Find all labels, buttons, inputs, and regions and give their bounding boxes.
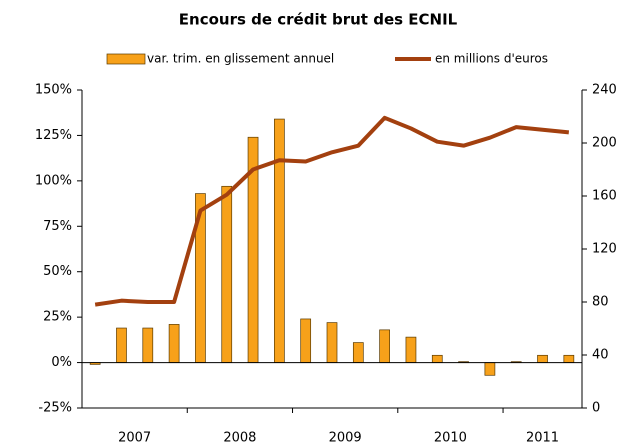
x-group-label: 2009 xyxy=(329,431,362,446)
bar xyxy=(116,327,127,363)
y2-tick-label: 80 xyxy=(592,295,609,310)
y-tick-label: 0% xyxy=(51,355,72,370)
bar xyxy=(563,354,575,363)
x-group-label: 2007 xyxy=(118,431,151,446)
y-tick-label: 100% xyxy=(35,173,72,188)
y-tick-label: -25% xyxy=(38,401,72,416)
bar xyxy=(405,336,417,363)
line xyxy=(94,115,570,307)
chart-title: Encours de crédit brut des ECNIL xyxy=(179,11,458,29)
bar xyxy=(537,354,548,363)
bar xyxy=(379,329,390,363)
y-tick-label: 125% xyxy=(35,128,72,143)
bar xyxy=(326,322,338,363)
bar xyxy=(431,354,443,363)
bar xyxy=(300,318,312,363)
bar xyxy=(484,362,496,376)
y2-tick-label: 240 xyxy=(592,83,617,98)
bar xyxy=(168,324,180,363)
y2-tick-label: 160 xyxy=(592,189,617,204)
legend-label: var. trim. en glissement annuel xyxy=(147,52,334,66)
bar xyxy=(221,185,233,363)
y2-tick-label: 200 xyxy=(592,136,617,151)
y2-tick-label: 120 xyxy=(592,242,617,257)
legend-swatch xyxy=(106,53,146,65)
y-tick-label: 25% xyxy=(43,310,72,325)
y-tick-label: 75% xyxy=(43,219,72,234)
y-tick-label: 50% xyxy=(43,264,72,279)
y-tick-label: 150% xyxy=(35,83,72,98)
y2-tick-label: 0 xyxy=(592,401,600,416)
legend-label: en millions d'euros xyxy=(435,52,548,66)
x-group-label: 2008 xyxy=(223,431,256,446)
x-group-label: 2010 xyxy=(434,431,467,446)
y2-tick-label: 40 xyxy=(592,348,609,363)
x-group-label: 2011 xyxy=(526,431,559,446)
bar xyxy=(142,327,154,363)
bar xyxy=(352,342,364,363)
bar xyxy=(274,118,285,363)
